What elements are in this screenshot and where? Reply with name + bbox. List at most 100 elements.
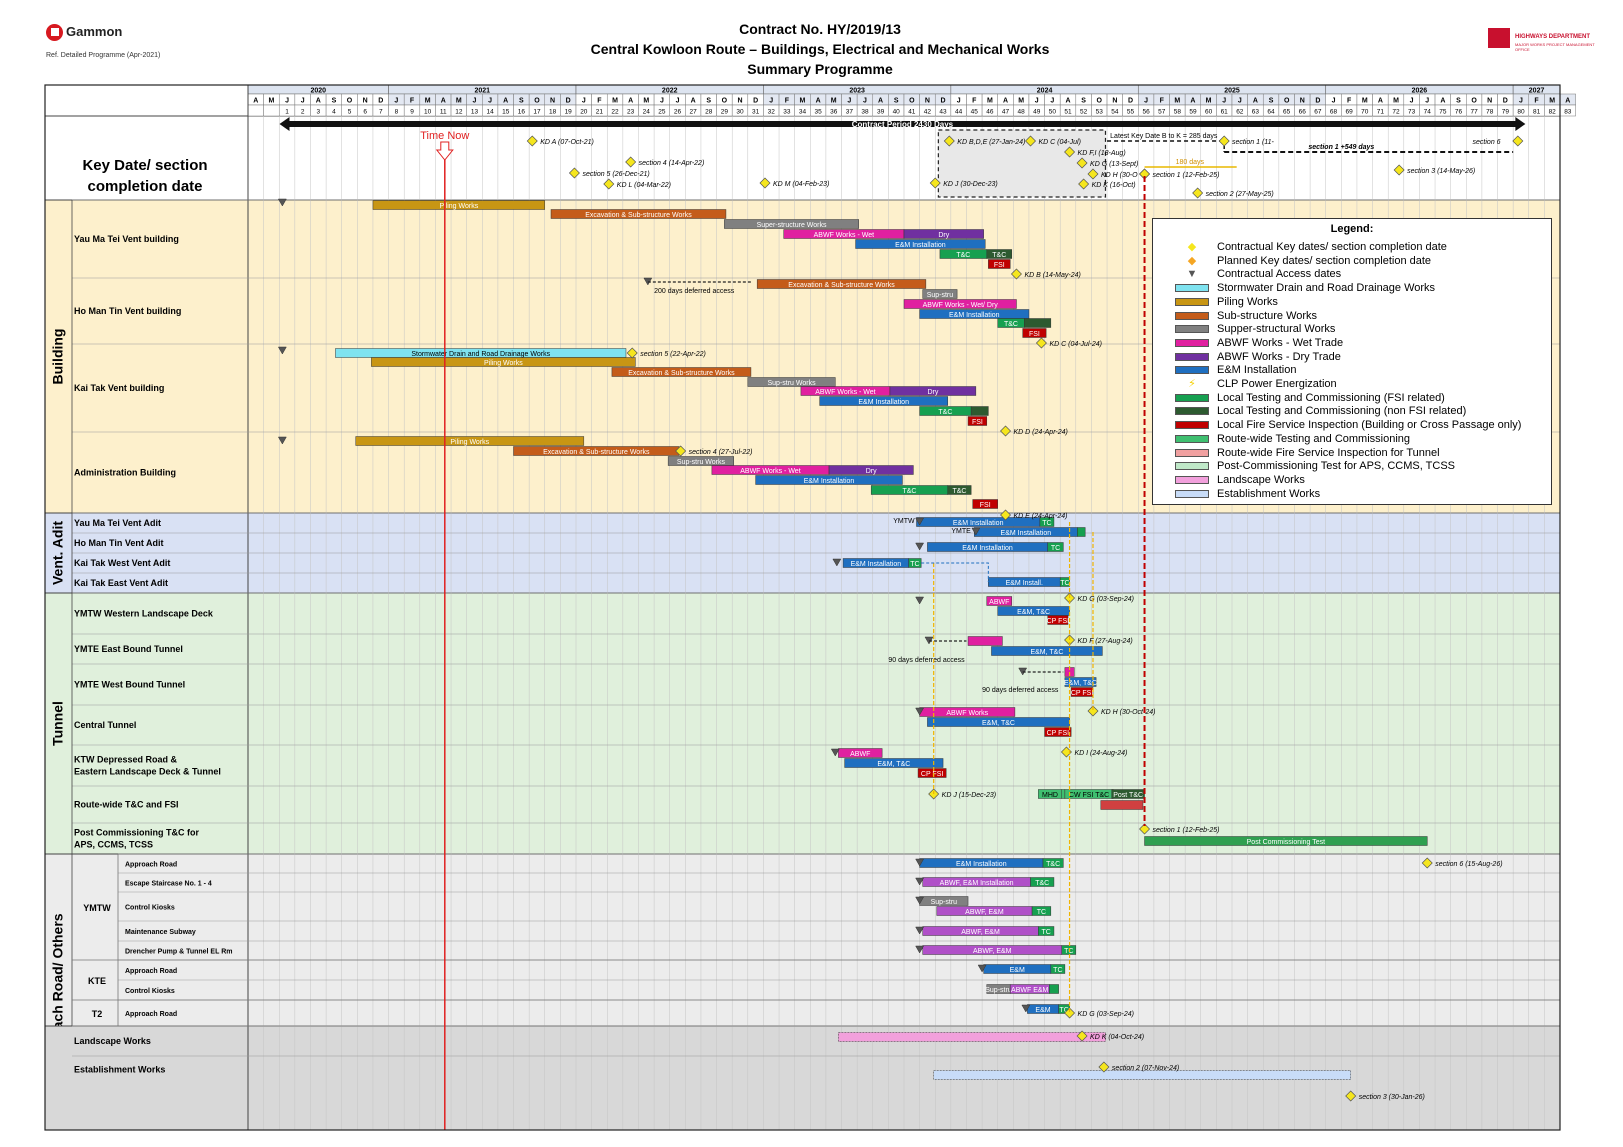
- task-bar-label: T&C: [1046, 861, 1060, 868]
- task-bar-label: T&C: [992, 252, 1006, 259]
- month-number: 11: [440, 109, 447, 116]
- legend-swatch: [1175, 475, 1209, 484]
- access-date-triangle: [915, 945, 925, 954]
- month-number: 6: [363, 109, 367, 116]
- month-label: D: [566, 98, 571, 105]
- month-label: N: [1300, 98, 1305, 105]
- row-label: Landscape Works: [74, 1036, 151, 1046]
- task-bar-label: ABWF, E&M: [965, 909, 1004, 916]
- key-date-label: KD K (16-Oct): [1092, 182, 1136, 189]
- month-label: O: [722, 98, 728, 105]
- task-bar: [917, 768, 947, 778]
- legend-item-label: Landscape Works: [1217, 473, 1305, 486]
- month-label: M: [987, 98, 993, 105]
- month-label: J: [1425, 98, 1429, 105]
- month-number: 68: [1330, 109, 1338, 116]
- month-number: 60: [1205, 109, 1213, 116]
- task-bar-label: ABWF Works - Wet: [815, 389, 875, 396]
- task-bar: [919, 309, 1030, 319]
- task-bar-label: ABWF Works - Wet/ Dry: [923, 302, 999, 309]
- month-number: 18: [549, 109, 557, 116]
- section1-extension-label: section 1 +549 days: [1308, 144, 1374, 151]
- month-number: 15: [502, 109, 510, 116]
- month-label: N: [737, 98, 742, 105]
- task-bar-label: TC: [1041, 929, 1050, 936]
- month-number: 23: [627, 109, 635, 116]
- key-date-diamond: [1192, 187, 1204, 199]
- legend-swatch: [1175, 462, 1209, 471]
- legend-item: Local Fire Service Inspection (Building …: [1175, 419, 1521, 432]
- month-number: 46: [986, 109, 994, 116]
- month-label: J: [1035, 98, 1039, 105]
- month-number: 49: [1033, 109, 1041, 116]
- month-label: A: [1003, 98, 1008, 105]
- key-date-diamond: [1139, 823, 1151, 835]
- task-bar-label: ABWF, E&M: [961, 929, 1000, 936]
- access-date-triangle: [977, 964, 987, 973]
- month-number: 24: [643, 109, 651, 116]
- key-date-label: section 3 (30-Jan-26): [1359, 1094, 1425, 1101]
- legend-item: Route-wide Fire Service Inspection for T…: [1175, 447, 1440, 460]
- key-date-diamond: [568, 167, 580, 179]
- month-label: D: [753, 98, 758, 105]
- month-number-cell: [263, 104, 280, 117]
- task-bar: [922, 289, 958, 299]
- month-label: D: [941, 98, 946, 105]
- month-number: 83: [1564, 109, 1572, 116]
- task-bar: [828, 465, 914, 475]
- task-bar-label: E&M, T&C: [982, 720, 1015, 727]
- task-bar: [991, 646, 1103, 656]
- dependency-line: [921, 562, 989, 582]
- month-number: 10: [424, 109, 432, 116]
- month-number: 77: [1470, 109, 1478, 116]
- legend-item-label: Route-wide Fire Service Inspection for T…: [1217, 446, 1440, 459]
- task-bar: [819, 396, 948, 406]
- task-bar-label: E&M Installation: [895, 242, 946, 249]
- row-label: Ho Man Tin Vent building: [74, 306, 181, 316]
- key-date-label: KD C (04-Jul-24): [1049, 341, 1102, 348]
- gammon-logo-icon: [46, 24, 63, 42]
- legend-item-label: Establishment Works: [1217, 487, 1321, 500]
- access-date-triangle: [915, 877, 925, 886]
- task-bar-label: ABWF, E&M Installation: [940, 880, 1014, 887]
- month-label: A: [691, 98, 696, 105]
- legend-item-label: Piling Works: [1217, 295, 1278, 308]
- deferred-access-note: 90 days deferred access: [982, 687, 1059, 694]
- task-bar-label: E&M, T&C: [1064, 680, 1097, 687]
- legend-swatch: [1175, 421, 1209, 430]
- key-date-diamond: [943, 135, 955, 147]
- legend-item: ▼ Contractual Access dates: [1175, 268, 1342, 281]
- key-date-diamond: [1025, 135, 1037, 147]
- task-bar-label: Sup-stru: [931, 899, 958, 906]
- task-bar-label: Sup-stru: [985, 987, 1012, 994]
- key-date-label: KD F (27-Aug-24): [1078, 638, 1133, 645]
- month-label: N: [1112, 98, 1117, 105]
- task-bar: [1031, 906, 1052, 916]
- row-label: YMTW Western Landscape Deck: [74, 609, 214, 619]
- legend-item: ◆ Contractual Key dates/ section completi…: [1175, 241, 1447, 254]
- access-date-triangle: [832, 558, 842, 567]
- year-label: 2025: [1224, 88, 1240, 95]
- task-bar-label: ABWF E&M: [1011, 987, 1049, 994]
- task-bar-label: E&M, T&C: [1017, 609, 1050, 616]
- key-date-diamond: [1000, 509, 1012, 521]
- task-bar: [947, 485, 972, 495]
- task-bar-label: Sup-stru Works: [677, 459, 726, 466]
- task-bar-label: TC: [1053, 967, 1062, 974]
- task-bar-label: E&M Installation: [949, 312, 1000, 319]
- key-date-label: section 1 (12-Feb-25): [1153, 827, 1220, 834]
- row-label: Central Tunnel: [74, 720, 136, 730]
- legend-item: Stormwater Drain and Road Drainage Works: [1175, 282, 1435, 295]
- title-programme: Summary Programme: [747, 61, 893, 77]
- arrow-right-icon: [1515, 117, 1526, 131]
- month-number: 79: [1502, 109, 1510, 116]
- row-label: APS, CCMS, TCSS: [74, 840, 153, 850]
- task-bar: [1038, 926, 1055, 936]
- month-label: M: [612, 98, 618, 105]
- task-bar-label: T&C: [1035, 880, 1049, 887]
- task-bar: [550, 209, 727, 219]
- legend-item-label: Supper-structural Works: [1217, 323, 1336, 336]
- key-date-diamond: [625, 156, 637, 168]
- month-number: 62: [1236, 109, 1244, 116]
- task-bar-label: ABWF Works - Wet: [740, 468, 800, 475]
